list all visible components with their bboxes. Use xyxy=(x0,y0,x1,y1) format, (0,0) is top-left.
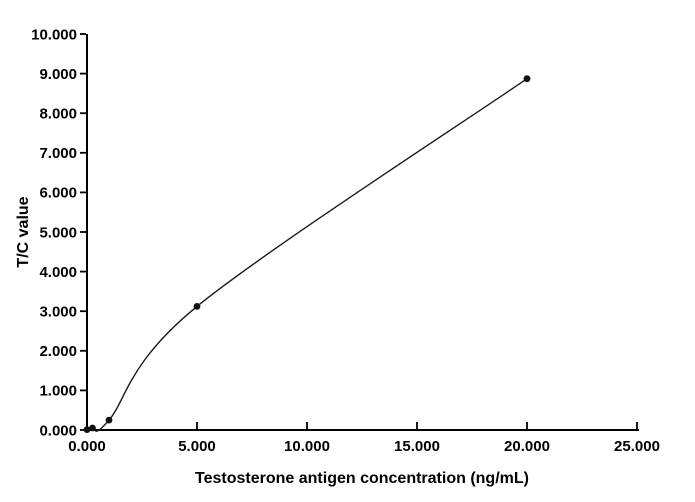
x-tick-label: 25.000 xyxy=(614,438,660,455)
y-tick-label: 10.000 xyxy=(31,26,77,43)
y-tick-label: 1.000 xyxy=(39,383,77,400)
data-point-marker xyxy=(89,424,96,432)
y-tick-label: 9.000 xyxy=(39,66,77,83)
y-tick-label: 8.000 xyxy=(39,105,77,122)
x-tick-label: 10.000 xyxy=(284,438,330,455)
x-tick-label: 15.000 xyxy=(394,438,440,455)
y-axis-title: T/C value xyxy=(15,196,32,267)
y-tick-label: 7.000 xyxy=(39,145,77,162)
y-tick-label: 4.000 xyxy=(39,264,77,281)
series-layer xyxy=(83,75,531,433)
y-tick-label: 0.000 xyxy=(39,422,77,439)
series-line xyxy=(86,78,528,432)
data-point-marker xyxy=(193,303,201,310)
y-tick-label: 6.000 xyxy=(39,185,77,202)
x-axis-title: Testosterone antigen concentration (ng/m… xyxy=(195,470,529,487)
x-tick-label: 0.000 xyxy=(68,438,106,455)
axes-layer xyxy=(86,34,639,431)
data-point-marker xyxy=(83,426,91,433)
x-tick-label: 5.000 xyxy=(178,438,216,455)
tick-layer: 0.000 1.000 2.000 3.000 4.000 5.000 6.000 7.000… xyxy=(31,26,660,455)
x-tick-label: 20.000 xyxy=(504,438,550,455)
y-tick-label: 3.000 xyxy=(39,303,77,320)
y-tick-label: 2.000 xyxy=(39,343,77,360)
y-tick-label: 5.000 xyxy=(39,224,77,241)
data-point-marker xyxy=(105,416,113,424)
data-point-marker xyxy=(523,75,531,83)
